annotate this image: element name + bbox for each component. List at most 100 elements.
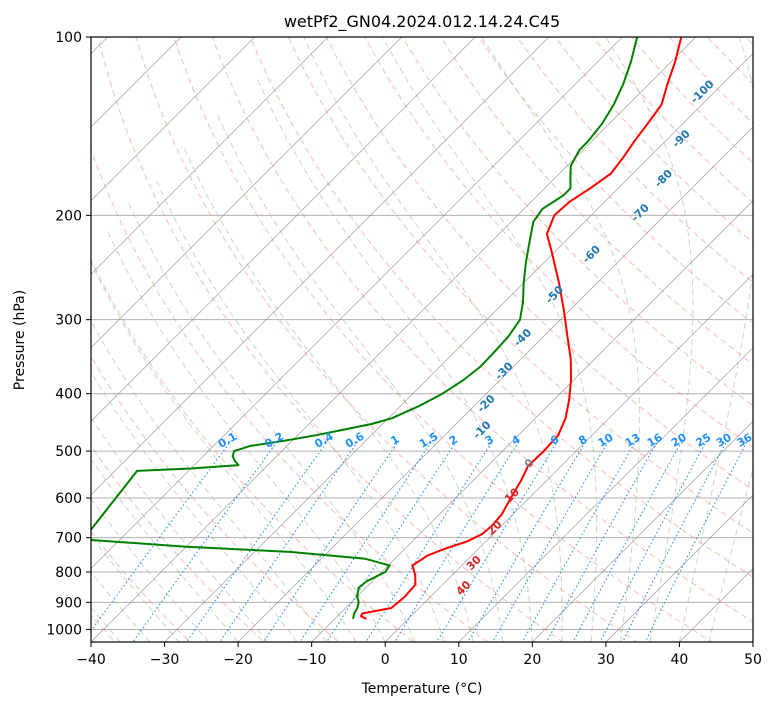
mixing-ratio-line	[299, 440, 433, 642]
x-tick-label: 30	[597, 652, 615, 668]
x-tick-label: −30	[150, 652, 180, 668]
theta-label: -70	[629, 201, 652, 224]
mixing-ratio-label: 0.6	[343, 430, 367, 451]
y-tick-label: 900	[55, 595, 82, 611]
moist-adiabat	[708, 466, 753, 642]
x-tick-label: 20	[523, 652, 541, 668]
mixing-ratio-label: 1	[389, 433, 402, 448]
x-tick-label: −40	[76, 652, 106, 668]
isotherm-line	[91, 37, 476, 422]
x-tick-label: 0	[381, 652, 390, 668]
y-tick-label: 600	[55, 491, 82, 507]
dry-adiabat	[478, 37, 753, 324]
mixing-ratio-label: 16	[645, 431, 665, 450]
moist-adiabat	[91, 261, 357, 642]
background-lines	[91, 37, 753, 642]
isotherm-line	[91, 37, 697, 642]
moist-adiabat	[91, 319, 327, 642]
moist-adiabat	[155, 179, 445, 642]
mixing-ratio-label: 1.5	[417, 430, 440, 451]
x-tick-label: −10	[297, 652, 327, 668]
isotherm-line	[458, 347, 753, 642]
mixing-ratio-label: 0.2	[263, 430, 286, 451]
mixing-ratio-label: 25	[694, 431, 714, 450]
moist-adiabat	[183, 147, 474, 642]
isotherm-line	[91, 37, 403, 349]
temperature-line	[360, 37, 683, 620]
moist-adiabat	[604, 37, 694, 642]
mixing-ratio-label: 20	[669, 431, 689, 450]
moist-adiabat	[678, 37, 753, 642]
mixing-ratio-line	[365, 440, 494, 642]
y-tick-label: 200	[55, 208, 82, 224]
theta-label: -20	[475, 392, 498, 415]
mixing-ratio-line	[644, 440, 749, 642]
dry-adiabat	[211, 37, 753, 623]
moist-adiabat	[91, 416, 268, 642]
moist-adiabat	[105, 227, 386, 642]
dry-adiabat	[440, 37, 753, 365]
moist-adiabat	[481, 37, 640, 642]
dry-adiabat	[745, 37, 753, 46]
moist-adiabat	[91, 370, 298, 642]
mixing-ratio-line	[436, 440, 559, 642]
theta-label: -60	[580, 243, 603, 266]
isotherm-line	[91, 37, 623, 569]
dry-adiabat	[402, 37, 753, 407]
isotherm-line	[605, 494, 753, 642]
dry-adiabat	[287, 37, 753, 534]
dry-adiabat	[516, 37, 753, 284]
moist-adiabat	[303, 37, 563, 642]
mixing-ratio-line	[467, 440, 587, 642]
moist-adiabat	[216, 112, 504, 642]
moist-adiabat	[91, 535, 180, 642]
x-tick-label: 40	[671, 652, 689, 668]
isotherm-line	[91, 37, 255, 202]
y-axis-label: Pressure (hPa)	[12, 290, 28, 390]
isotherm-line	[532, 420, 753, 642]
theta-label: -90	[670, 127, 693, 150]
dry-adiabat	[91, 445, 265, 642]
mixing-ratio-label: 4	[509, 433, 522, 448]
moist-adiabat	[91, 458, 239, 642]
y-tick-label: 1000	[46, 622, 82, 638]
moist-adiabat	[257, 79, 533, 642]
y-tick-label: 300	[55, 313, 82, 329]
y-tick-label: 400	[55, 387, 82, 403]
dry-adiabat	[91, 355, 340, 642]
x-tick-label: 50	[744, 652, 762, 668]
dry-adiabat	[326, 37, 753, 491]
y-tick-label: 700	[55, 531, 82, 547]
theta-label: 0	[522, 456, 537, 471]
dewpoint-line	[91, 37, 639, 620]
dry-adiabat	[554, 37, 753, 244]
dry-adiabat	[135, 37, 639, 642]
dry-adiabat	[249, 37, 753, 578]
moist-adiabat	[382, 37, 598, 642]
y-tick-label: 500	[55, 444, 82, 460]
theta-label: 10	[502, 485, 522, 505]
dry-adiabat	[173, 37, 713, 642]
plot-frame	[90, 36, 754, 643]
moist-adiabat	[91, 497, 210, 642]
mixing-ratio-line	[572, 440, 683, 642]
mixing-ratio-line	[326, 440, 458, 642]
chart-title: wetPf2_GN04.2024.012.14.24.C45	[284, 12, 560, 32]
isotherm-line	[679, 567, 753, 642]
mixing-ratio-line	[492, 440, 610, 642]
y-tick-label: 800	[55, 565, 82, 581]
isotherm-line	[384, 273, 753, 642]
dry-adiabat	[364, 37, 753, 449]
isotherm-line	[164, 53, 753, 642]
mixing-ratio-line	[599, 440, 708, 642]
theta-label: -30	[492, 359, 515, 382]
mixing-ratio-line	[219, 440, 359, 642]
theta-label: -80	[652, 167, 675, 190]
axis-ticks: −40 −30 −20 −10 0 10 20 30 40 5010009008007006005…	[46, 30, 762, 668]
mixing-ratio-label: 2	[447, 433, 460, 448]
x-tick-label: 10	[450, 652, 468, 668]
dry-adiabat	[91, 258, 415, 642]
isotherm-line	[752, 641, 753, 642]
mixing-ratio-label: 30	[714, 431, 734, 450]
